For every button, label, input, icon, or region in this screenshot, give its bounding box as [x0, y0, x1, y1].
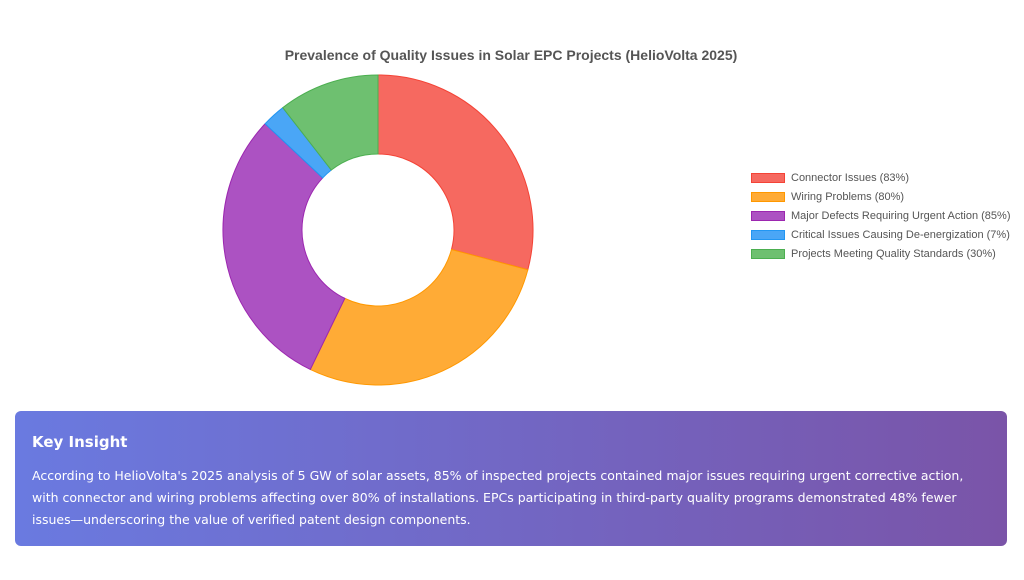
doughnut-slice[interactable]	[282, 74, 379, 171]
legend-label: Connector Issues (83%)	[791, 171, 909, 184]
legend-label: Wiring Problems (80%)	[791, 190, 905, 203]
doughnut-chart	[222, 74, 534, 386]
legend-item[interactable]: Critical Issues Causing De-energization …	[751, 225, 1010, 244]
legend-label: Major Defects Requiring Urgent Action (8…	[791, 209, 1011, 222]
legend-label: Critical Issues Causing De-energization …	[791, 228, 1010, 241]
key-insight-panel: Key Insight According to HelioVolta's 20…	[15, 411, 1007, 546]
doughnut-slice[interactable]	[309, 248, 529, 386]
doughnut-slice[interactable]	[222, 123, 346, 371]
legend-item[interactable]: Connector Issues (83%)	[751, 168, 1010, 187]
legend-swatch	[751, 210, 785, 221]
legend-item[interactable]: Projects Meeting Quality Standards (30%)	[751, 244, 1010, 263]
chart-legend: Connector Issues (83%) Wiring Problems (8…	[751, 168, 1010, 263]
doughnut-slices	[222, 74, 534, 386]
legend-item[interactable]: Wiring Problems (80%)	[751, 187, 1010, 206]
key-insight-heading: Key Insight	[32, 433, 128, 451]
legend-swatch	[751, 172, 785, 183]
chart-title: Prevalence of Quality Issues in Solar EP…	[284, 47, 738, 63]
legend-swatch	[751, 191, 785, 202]
legend-item[interactable]: Major Defects Requiring Urgent Action (8…	[751, 206, 1010, 225]
doughnut-slice[interactable]	[377, 74, 534, 271]
legend-swatch	[751, 248, 785, 259]
legend-label: Projects Meeting Quality Standards (30%)	[791, 247, 996, 260]
key-insight-body: According to HelioVolta's 2025 analysis …	[32, 468, 964, 527]
legend-swatch	[751, 229, 785, 240]
